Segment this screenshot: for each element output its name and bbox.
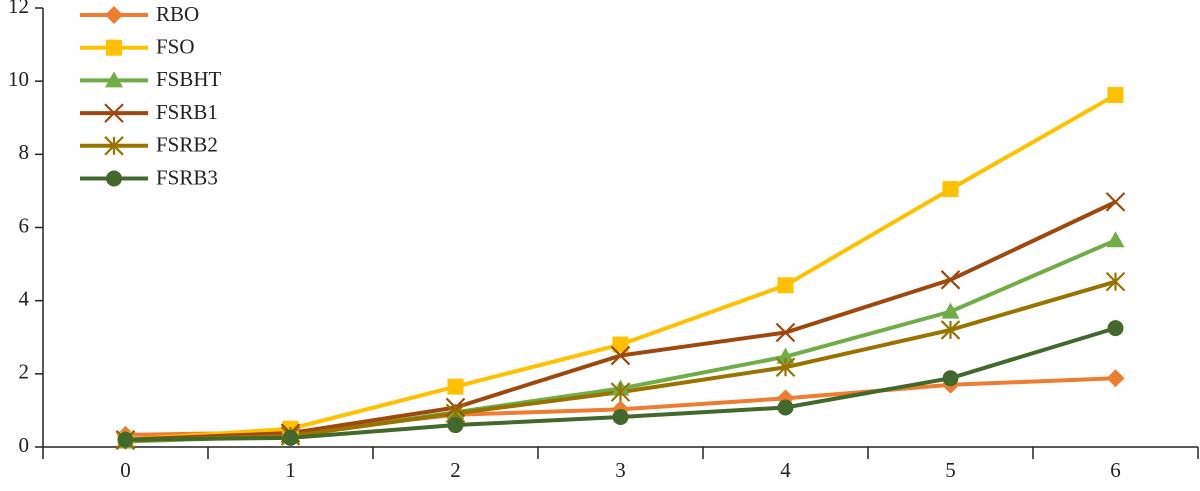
legend-label: FSRB2 <box>156 133 218 157</box>
marker <box>106 170 122 187</box>
marker <box>612 409 629 426</box>
y-tick-label: 10 <box>8 67 29 91</box>
marker <box>1105 192 1126 212</box>
legend-label: FSRB3 <box>156 165 218 189</box>
marker <box>610 382 631 402</box>
marker <box>940 270 961 290</box>
marker <box>777 277 794 294</box>
legend-label: FSRB1 <box>156 100 218 124</box>
marker <box>104 103 124 123</box>
x-tick-label: 5 <box>945 458 956 482</box>
marker <box>1106 231 1125 248</box>
marker <box>1105 271 1126 292</box>
marker <box>776 347 795 364</box>
marker <box>942 181 959 198</box>
marker <box>777 399 794 416</box>
marker <box>610 345 631 366</box>
marker <box>942 370 959 387</box>
y-tick-label: 4 <box>19 286 30 310</box>
marker <box>1106 369 1125 388</box>
y-tick-label: 0 <box>19 433 30 457</box>
y-tick-label: 8 <box>19 140 30 164</box>
y-tick-label: 2 <box>19 360 30 384</box>
legend-label: RBO <box>156 2 199 26</box>
x-tick-label: 6 <box>1110 458 1121 482</box>
marker <box>105 6 123 24</box>
marker <box>775 322 796 343</box>
marker <box>282 429 299 446</box>
marker <box>117 431 134 448</box>
marker <box>447 378 464 395</box>
x-tick-label: 1 <box>285 458 296 482</box>
x-tick-label: 3 <box>615 458 626 482</box>
marker <box>775 357 796 378</box>
y-tick-label: 6 <box>19 213 30 237</box>
x-tick-label: 0 <box>120 458 131 482</box>
legend-label: FSO <box>156 35 195 59</box>
marker <box>612 336 629 353</box>
marker <box>1107 87 1124 104</box>
marker <box>105 71 123 88</box>
x-tick-label: 4 <box>780 458 791 482</box>
marker <box>940 320 961 340</box>
marker <box>106 39 122 56</box>
x-tick-label: 2 <box>450 458 461 482</box>
marker <box>104 136 124 156</box>
marker <box>941 302 960 319</box>
marker <box>447 417 464 434</box>
legend-label: FSBHT <box>156 67 222 91</box>
marker <box>1107 320 1124 337</box>
y-tick-label: 12 <box>8 0 29 18</box>
